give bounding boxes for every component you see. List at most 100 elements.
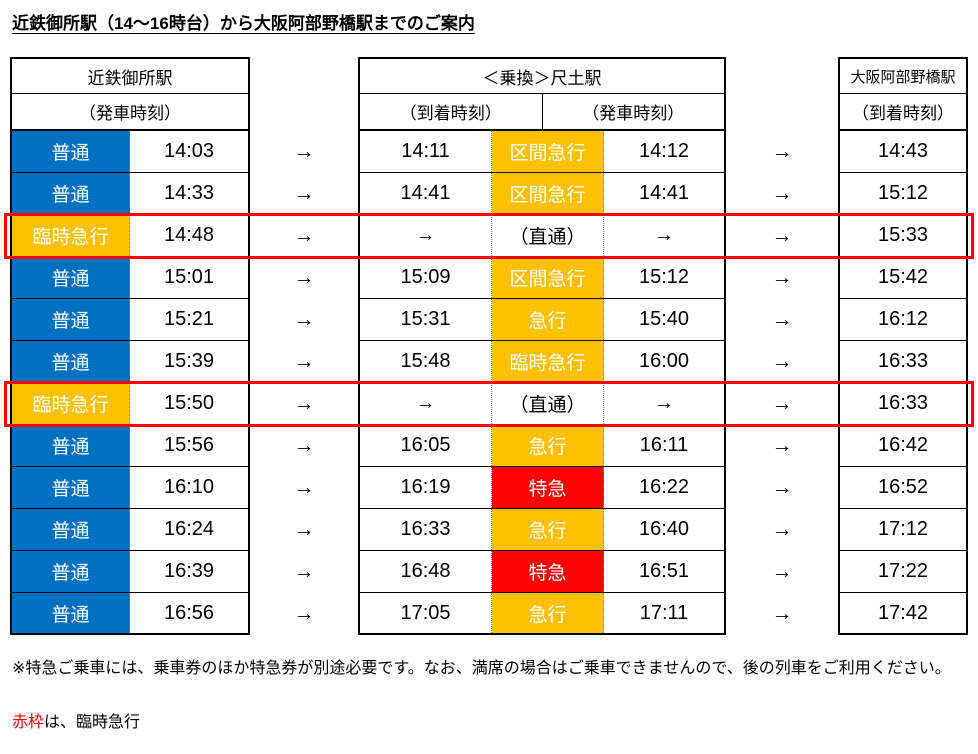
origin-departure-time: 15:56 [163,434,215,456]
arrow-to-transfer: → [293,350,315,373]
transfer-arrival-time: 16:48 [360,551,492,592]
arrow-to-destination: → [771,350,793,373]
transfer-train-type-badge: 区間急行 [492,257,604,298]
origin-cells: 普通 16:56 [10,593,250,635]
transfer-train-type-badge: 臨時急行 [492,341,604,382]
arrow-to-destination: → [771,518,793,541]
timetable-row: 普通 16:10 → 16:19 特急 16:22 → 16:52 [10,467,968,509]
transfer-arrival-time: 15:48 [360,341,492,382]
transfer-cells: 14:41 区間急行 14:41 [358,173,726,215]
origin-train-type-badge: 普通 [12,551,130,592]
origin-cells: 普通 16:24 [10,509,250,551]
destination-arrival-time: 16:42 [877,434,929,456]
destination-cells: 16:33 [838,383,968,425]
origin-train-type-badge: 普通 [12,593,130,633]
transfer-arrival-time: 14:11 [360,131,492,172]
origin-cells: 普通 15:39 [10,341,250,383]
transfer-arrival-time: 16:19 [360,467,492,508]
arrow-to-transfer: → [293,224,315,247]
header-gap [250,94,358,131]
arrow-to-destination: → [771,434,793,457]
origin-cells: 普通 15:56 [10,425,250,467]
transfer-cells: → （直通） → [358,215,726,257]
destination-cells: 14:43 [838,131,968,173]
arrow-to-destination: → [771,602,793,625]
transfer-train-type-badge: 区間急行 [492,131,604,172]
origin-train-type-badge: 普通 [12,173,130,214]
origin-cells: 普通 16:39 [10,551,250,593]
origin-train-type-badge: 普通 [12,467,130,508]
origin-train-type-badge: 普通 [12,509,130,550]
page-title: 近鉄御所駅（14～16時台）から大阪阿部野橋駅までのご案内 [12,14,475,33]
arrow-to-transfer: → [293,434,315,457]
origin-cells: 臨時急行 14:48 [10,215,250,257]
transfer-cells: 16:48 特急 16:51 [358,551,726,593]
transfer-arrival-time: 15:31 [360,299,492,340]
timetable-row-highlighted: 臨時急行 15:50 → → （直通） → → 16:33 [4,381,974,427]
limited-express-note: ※特急ご乗車には、乗車券のほか特急券が別途必要です。なお、満席の場合はご乗車でき… [12,660,951,677]
origin-departure-time: 15:50 [163,392,215,414]
transfer-departure-time: 16:22 [638,476,690,498]
origin-train-type-badge: 普通 [12,299,130,340]
timetable-row: 普通 16:56 → 17:05 急行 17:11 → 17:42 [10,593,968,635]
timetable-row: 普通 16:24 → 16:33 急行 16:40 → 17:12 [10,509,968,551]
transfer-train-type-badge: 急行 [492,509,604,550]
transfer-cells: 14:11 区間急行 14:12 [358,131,726,173]
destination-arrival-time: 17:22 [877,560,929,582]
destination-cells: 17:42 [838,593,968,635]
destination-cells: 16:12 [838,299,968,341]
origin-departure-time: 14:33 [163,182,215,204]
destination-arrival-time: 16:33 [877,392,929,414]
origin-departure-time: 14:48 [163,224,215,246]
transfer-train-type-badge: 特急 [492,551,604,592]
transfer-departure-time: 16:11 [639,434,689,456]
arrow-to-transfer: → [293,182,315,205]
arrow-to-transfer: → [293,560,315,583]
transfer-cells: 15:31 急行 15:40 [358,299,726,341]
arrow-to-destination: → [771,266,793,289]
transfer-arrival-time: 15:09 [360,257,492,298]
transfer-departure-time: 14:41 [638,182,690,204]
transfer-train-type-badge: 急行 [492,593,604,633]
red-frame-legend: 赤枠は、臨時急行 [12,708,978,732]
origin-departure-time: 15:39 [163,350,215,372]
transfer-departure-time: → [654,392,674,414]
transfer-arrival-time: 16:05 [360,425,492,466]
origin-subheader: （発車時刻） [10,94,250,131]
transfer-arrival-time: → [360,215,492,256]
destination-arrival-time: 17:42 [877,601,929,624]
origin-train-type-badge: 普通 [12,131,130,172]
transfer-cells: → （直通） → [358,383,726,425]
origin-departure-time: 16:39 [163,560,215,582]
origin-departure-time: 16:10 [163,476,215,498]
origin-departure-time: 15:21 [163,308,215,330]
origin-cells: 普通 14:33 [10,173,250,215]
timetable-row: 普通 15:21 → 15:31 急行 15:40 → 16:12 [10,299,968,341]
transfer-departure-time: 15:40 [638,308,690,330]
arrow-to-destination: → [771,140,793,163]
origin-departure-time: 14:03 [163,140,215,162]
timetable-header-subtitles: （発車時刻） （到着時刻） （発車時刻） （到着時刻） [10,94,968,131]
transfer-cells: 16:05 急行 16:11 [358,425,726,467]
destination-arrival-time: 15:42 [877,266,929,288]
transfer-train-type-badge: 区間急行 [492,173,604,214]
origin-cells: 普通 14:03 [10,131,250,173]
destination-cells: 15:12 [838,173,968,215]
transfer-arrival-time: 17:05 [360,593,492,633]
transfer-departure-time: 16:40 [638,518,690,540]
transfer-train-type-badge: （直通） [492,215,604,256]
transfer-arrival-time: 14:41 [360,173,492,214]
arrow-to-transfer: → [293,266,315,289]
timetable-row: 普通 15:01 → 15:09 区間急行 15:12 → 15:42 [10,257,968,299]
transfer-departure-time: 14:12 [638,140,690,162]
origin-departure-time: 16:56 [163,601,215,624]
destination-station-header: 大阪阿部野橋駅 [838,57,968,94]
arrow-to-transfer: → [293,140,315,163]
transfer-departure-time: 16:00 [638,350,690,372]
origin-departure-time: 15:01 [163,266,215,288]
origin-cells: 臨時急行 15:50 [10,383,250,425]
transfer-departure-time: 16:51 [638,560,690,582]
destination-cells: 15:42 [838,257,968,299]
transfer-subheader: （到着時刻） （発車時刻） [358,94,726,131]
transfer-arrival-time: 16:33 [360,509,492,550]
